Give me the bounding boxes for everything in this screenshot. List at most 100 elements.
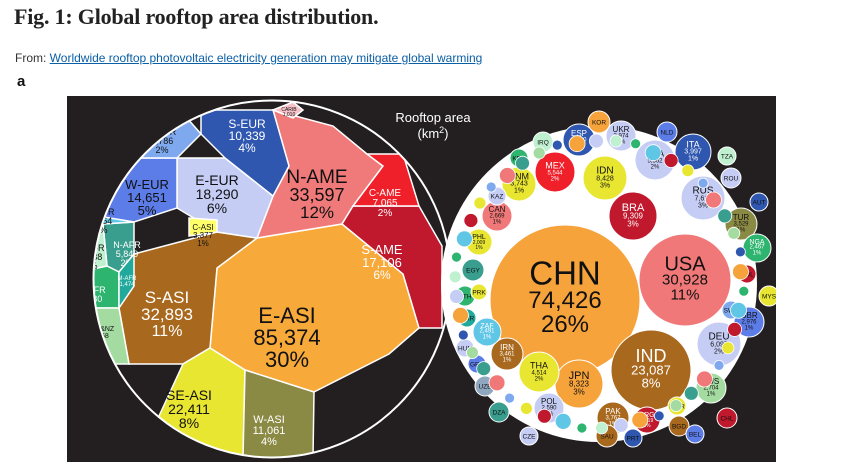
- country-share-chn: 26%: [541, 311, 589, 338]
- region-name-w-eur: W-EUR: [125, 177, 169, 192]
- country-value-aus: 2,704: [703, 386, 719, 392]
- country-share-fra: 2%: [651, 165, 660, 171]
- country-share-zaf: 1%: [483, 335, 492, 341]
- minor-country-bubble: [738, 285, 750, 297]
- minor-country-bubble: [681, 164, 695, 178]
- region-value-carib: 1,010: [283, 112, 296, 118]
- country-value-usa: 30,928: [662, 271, 708, 288]
- region-value-n-ame: 33,597: [289, 185, 344, 205]
- minor-country-bubble: [613, 417, 629, 433]
- country-bubble-usa: [638, 233, 732, 327]
- country-name-tur: TUR: [733, 213, 750, 222]
- small-bubble-bgd: [668, 415, 690, 437]
- region-name-n-afr: N-AFR: [113, 240, 141, 250]
- region-value-e-afr: 4,738: [80, 252, 103, 262]
- minor-country-bubble: [713, 359, 725, 371]
- region-value-s-ame: 17,106: [362, 255, 402, 270]
- small-bubble-bel: [685, 424, 705, 444]
- country-value-nga: 2,467: [749, 245, 765, 251]
- region-cell-w-asi: [242, 368, 315, 458]
- small-bubble-label-chl: CHL: [720, 416, 733, 423]
- country-value-bra: 9,309: [623, 212, 644, 221]
- source-line: From: Worldwide rooftop photovoltaic ele…: [15, 51, 482, 65]
- region-value-se-asi: 22,411: [168, 401, 210, 417]
- minor-country-bubble: [463, 213, 479, 228]
- country-bubble-irn: [490, 337, 524, 371]
- source-article-link[interactable]: Worldwide rooftop photovoltaic electrici…: [49, 51, 483, 65]
- small-bubble-label-irq: IRQ: [537, 140, 549, 147]
- country-value-chn: 74,426: [528, 287, 601, 314]
- country-name-usa: USA: [664, 253, 706, 275]
- small-bubble-label-prt: PRT: [627, 436, 640, 443]
- region-share-n-eur: 2%: [155, 145, 168, 155]
- small-bubble-label-aut: AUT: [753, 200, 766, 207]
- region-value-c-asi: 3,377: [193, 231, 214, 240]
- minor-country-bubble: [452, 306, 469, 324]
- region-share-s-ame: 6%: [373, 268, 391, 282]
- small-bubble-prk: [470, 283, 488, 301]
- region-value-c-ame: 7,065: [372, 198, 397, 209]
- region-name-carib: CARIB: [281, 107, 297, 113]
- region-name-n-ame: N-AME: [286, 167, 347, 188]
- country-name-esp: ESP: [571, 129, 587, 138]
- region-name-aus-nz: AUS&NZ: [86, 326, 115, 333]
- region-value-s-asi: 32,893: [141, 305, 193, 324]
- region-value-e-asi: 85,374: [253, 325, 320, 350]
- country-name-tha: THA: [530, 360, 548, 370]
- minor-country-bubble: [551, 139, 563, 151]
- minor-country-bubble: [683, 385, 699, 401]
- region-value-s-eur: 10,339: [229, 129, 266, 143]
- country-share-ita: 1%: [688, 156, 698, 163]
- minor-country-bubble: [727, 321, 742, 337]
- region-share-s-asi: 11%: [152, 323, 183, 340]
- region-share-se-asi: 8%: [179, 415, 199, 431]
- country-share-bra: 3%: [627, 220, 639, 229]
- region-value-aus-nz: 3,168: [91, 333, 109, 340]
- country-name-chn: CHN: [529, 255, 601, 292]
- minor-country-bubble: [697, 177, 709, 189]
- minor-country-bubble: [717, 208, 733, 224]
- small-bubble-label-bel: BEL: [689, 432, 702, 439]
- country-share-ind: 8%: [642, 375, 661, 390]
- country-value-jpn: 8,323: [569, 380, 590, 389]
- small-bubble-label-sau: SAU: [600, 434, 614, 441]
- country-name-mex: MEX: [545, 160, 565, 170]
- country-value-ind: 23,087: [631, 362, 671, 377]
- small-bubble-rou: [720, 167, 742, 189]
- small-bubble-label-dza: DZA: [493, 410, 507, 417]
- minor-country-bubble: [532, 146, 546, 160]
- country-name-phl: PHL: [472, 234, 486, 241]
- country-share-tha: 2%: [535, 377, 544, 383]
- minor-country-bubble: [644, 144, 662, 162]
- country-value-rus: 7,611: [695, 196, 712, 203]
- region-value-w-eur: 14,651: [127, 190, 167, 205]
- country-share-phl: 1%: [475, 245, 483, 251]
- region-share-aus-nz: 1%: [95, 340, 105, 347]
- small-bubble-label-egy: EGY: [466, 268, 480, 275]
- region-value-n-afr: 5,849: [116, 249, 139, 259]
- minor-country-bubble: [576, 422, 588, 434]
- small-bubble-prt: [623, 428, 643, 448]
- minor-country-bubble: [568, 135, 586, 153]
- region-name-s-asi: S-ASI: [145, 288, 189, 307]
- minor-country-bubble: [631, 411, 649, 429]
- country-name-arg: ARG: [639, 412, 654, 419]
- figure-title: Fig. 1: Global rooftop area distribution…: [14, 4, 379, 29]
- country-share-tur: 1%: [737, 228, 746, 234]
- country-value-can: 2,669: [489, 214, 505, 220]
- country-name-idn: IDN: [596, 166, 613, 177]
- unit-label: (km2): [417, 125, 448, 141]
- country-bubble-tha: [518, 351, 560, 393]
- country-value-deu: 6,097: [710, 342, 728, 349]
- minor-country-bubble: [515, 155, 530, 171]
- country-name-rus: RUS: [692, 186, 713, 197]
- small-bubble-label-rou: ROU: [724, 176, 739, 183]
- minor-country-bubble: [473, 196, 487, 210]
- minor-country-bubble: [451, 251, 462, 263]
- country-name-gbr: GBR: [740, 311, 758, 320]
- small-bubble-label-prk: PRK: [472, 290, 486, 297]
- region-share-e-afr: 2%: [84, 261, 97, 271]
- country-value-idn: 8,428: [596, 176, 614, 183]
- region-name-w-asi: W-ASI: [253, 414, 285, 426]
